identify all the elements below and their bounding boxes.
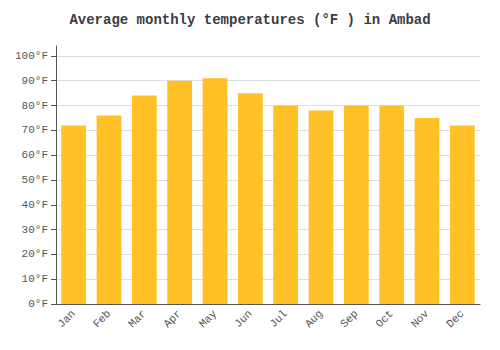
svg-text:Oct: Oct [373, 308, 395, 330]
svg-text:Mar: Mar [126, 308, 148, 330]
svg-text:Nov: Nov [409, 307, 432, 330]
svg-text:90°F: 90°F [22, 75, 48, 87]
svg-text:50°F: 50°F [22, 174, 48, 186]
svg-text:100°F: 100°F [15, 50, 48, 62]
svg-text:20°F: 20°F [22, 248, 48, 260]
svg-text:80°F: 80°F [22, 100, 48, 112]
svg-text:Dec: Dec [444, 308, 466, 330]
svg-text:Feb: Feb [91, 308, 113, 330]
svg-text:10°F: 10°F [22, 273, 48, 285]
svg-text:Jun: Jun [232, 308, 254, 330]
svg-text:Jul: Jul [267, 308, 289, 330]
svg-text:30°F: 30°F [22, 224, 48, 236]
svg-text:May: May [197, 307, 220, 330]
svg-text:Apr: Apr [161, 308, 183, 330]
svg-text:0°F: 0°F [28, 298, 48, 310]
svg-text:Aug: Aug [303, 308, 325, 330]
svg-text:70°F: 70°F [22, 124, 48, 136]
svg-text:Jan: Jan [55, 308, 77, 330]
svg-text:40°F: 40°F [22, 199, 48, 211]
svg-text:Average monthly temperatures (: Average monthly temperatures (°F ) in Am… [69, 12, 430, 28]
svg-text:Sep: Sep [338, 308, 360, 330]
svg-text:60°F: 60°F [22, 149, 48, 161]
